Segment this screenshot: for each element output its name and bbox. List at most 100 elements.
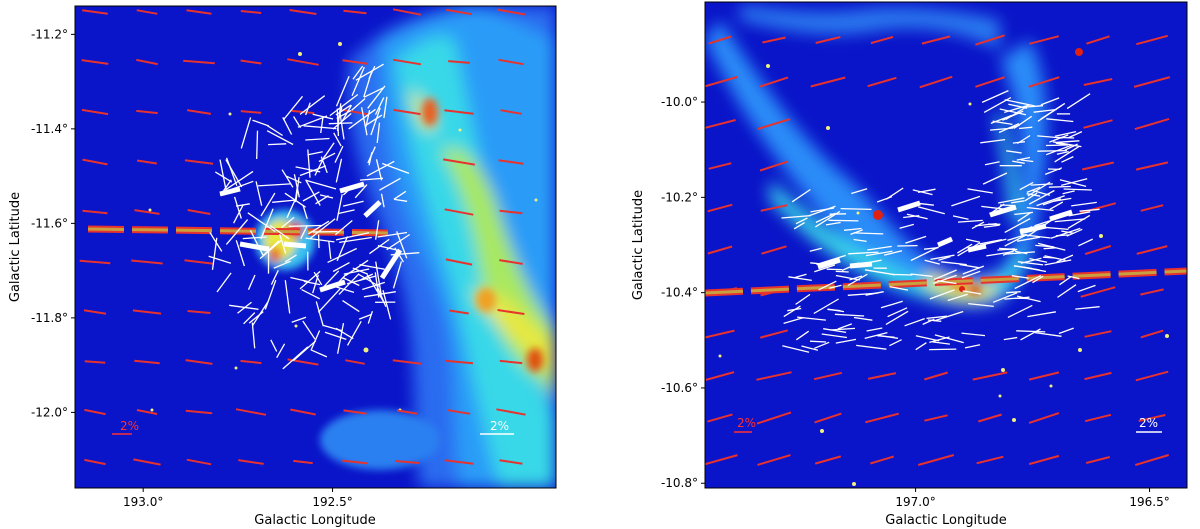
white-vector [835, 270, 849, 273]
red-vector [1140, 204, 1164, 212]
white-vector [370, 107, 381, 136]
red-vector [759, 329, 789, 339]
white-vector [1042, 256, 1056, 259]
red-vector [756, 411, 792, 425]
white-vector [260, 192, 276, 217]
white-vector [259, 239, 282, 260]
white-vector [997, 248, 1015, 251]
left-panel: 2% 2% 193.0° 192.5° -11.2° -11.4° -11.6° -11.… [8, 5, 557, 528]
red-vector [708, 162, 732, 170]
white-vector [783, 316, 804, 325]
white-vector [317, 288, 341, 313]
x-tick-label: 193.0° [123, 495, 163, 509]
left-plot-frame [74, 5, 557, 489]
right-y-axis-label: Galactic Latitude [631, 190, 646, 300]
red-vector [393, 108, 421, 116]
red-vector [705, 454, 738, 466]
red-vector [976, 455, 1004, 465]
white-vector [932, 341, 950, 345]
white-vector [366, 114, 383, 126]
white-vector [264, 279, 277, 310]
white-vector [268, 143, 287, 146]
white-vector [393, 190, 407, 200]
white-vector [957, 219, 983, 223]
white-vector [284, 254, 297, 263]
white-vector [328, 241, 332, 260]
red-vector [921, 35, 951, 45]
white-vector [1004, 218, 1031, 233]
red-vector [185, 409, 213, 415]
white-vector [295, 166, 321, 173]
right-white-thick-vectors [817, 200, 1073, 270]
red-vector [757, 454, 791, 466]
red-vector [392, 58, 422, 66]
white-vector [867, 245, 892, 251]
red-vector [865, 412, 899, 424]
white-vector [856, 344, 887, 350]
right-red-vectors [705, 34, 1171, 466]
red-vector [705, 371, 735, 381]
white-vector [1016, 156, 1031, 161]
white-vector [1034, 331, 1062, 337]
white-vector [956, 243, 973, 254]
white-vector [791, 188, 811, 203]
white-vector [334, 220, 353, 236]
red-vector [81, 108, 109, 116]
white-vector [293, 174, 300, 198]
white-vector [899, 223, 914, 229]
white-vector [1016, 236, 1041, 242]
white-vector [866, 327, 883, 332]
white-vector [962, 290, 982, 295]
red-vector [186, 458, 212, 466]
white-vector [961, 270, 981, 279]
white-vector [1007, 304, 1033, 318]
white-vector [323, 270, 340, 288]
white-vector [829, 284, 842, 289]
red-vector [810, 76, 846, 88]
white-vector [865, 250, 893, 257]
left-highlight-band [87, 225, 391, 237]
white-vector [338, 273, 360, 295]
white-vector [788, 276, 812, 282]
white-vector [889, 339, 902, 347]
red-vector [1028, 454, 1060, 466]
red-vector [343, 409, 367, 415]
red-vector [446, 8, 472, 16]
white-vector [1079, 208, 1100, 212]
right-intensity-map: 2% 2% [705, 2, 1187, 488]
white-vector [336, 107, 343, 122]
white-vector [270, 270, 279, 285]
white-vector [1078, 238, 1093, 247]
white-vector [229, 304, 259, 310]
red-vector [972, 371, 1008, 381]
red-vector [343, 9, 367, 15]
red-vector [444, 208, 474, 216]
white-vector [282, 95, 304, 121]
white-vector [335, 327, 354, 340]
y-tick-label: -10.2° [661, 190, 698, 204]
white-vector [1040, 97, 1060, 106]
red-vector [757, 118, 791, 130]
red-vector [81, 59, 109, 65]
white-vector [352, 65, 364, 80]
white-vector [992, 292, 1018, 303]
white-vector [235, 203, 250, 207]
red-vector [290, 408, 316, 416]
red-vector [1135, 370, 1169, 382]
red-vector [1133, 76, 1171, 88]
white-vector [281, 216, 295, 229]
white-vector [1017, 261, 1044, 266]
white-vector [374, 97, 385, 115]
red-vector [396, 409, 418, 415]
white-vector [366, 160, 395, 177]
white-vector [922, 318, 935, 325]
white-vector [933, 269, 957, 281]
red-vector [1136, 34, 1168, 46]
white-vector [884, 250, 903, 256]
white-vector [815, 212, 836, 223]
white-vector [306, 179, 337, 190]
white-vector [1054, 145, 1080, 163]
red-vector [448, 60, 470, 64]
white-vector [1054, 218, 1086, 223]
